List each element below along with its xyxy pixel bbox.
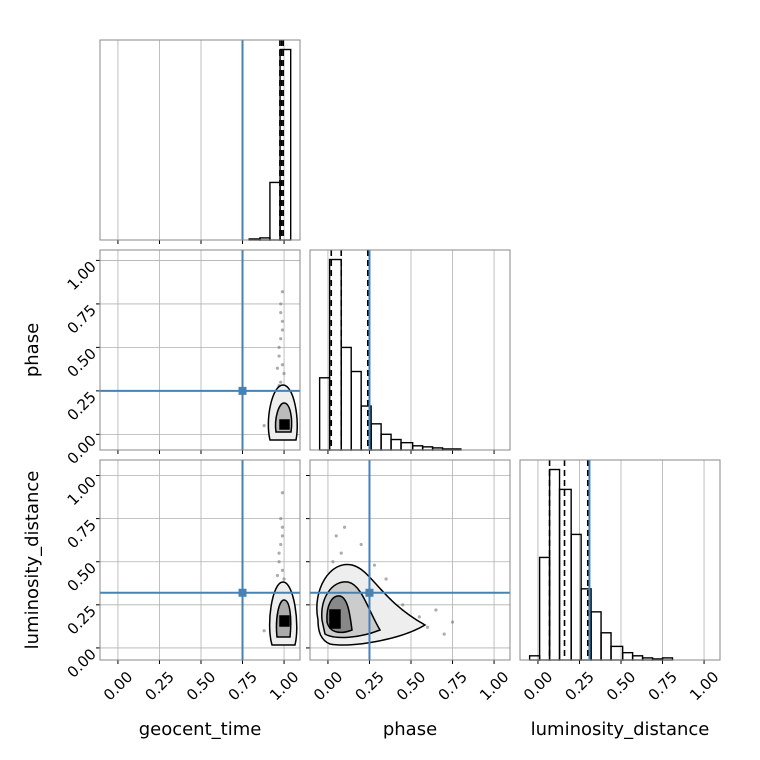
y-tick-label: 0.00 (64, 432, 100, 468)
sample-point (384, 577, 388, 581)
y-tick-label: 1.00 (64, 258, 100, 294)
sample-point (359, 542, 363, 547)
plot-area (100, 250, 300, 450)
sample-point (426, 625, 430, 629)
y-axis-label: luminosity_distance (22, 471, 43, 650)
x-tick-label: 0.00 (520, 668, 556, 704)
panel (96, 250, 300, 454)
sample-point (417, 615, 421, 619)
sample-point (280, 363, 284, 367)
density-cell (279, 419, 290, 430)
panel-frame (519, 459, 721, 661)
sample-point (434, 608, 438, 612)
contours (267, 384, 427, 646)
sample-point (277, 560, 281, 564)
y-tick-label: 0.25 (64, 388, 100, 424)
sample-point (262, 629, 266, 633)
x-tick-label: 0.75 (435, 668, 471, 704)
sample-point (282, 371, 286, 376)
truth-marker (365, 588, 374, 597)
x-tick-label: 1.00 (686, 668, 722, 704)
sample-point (280, 328, 284, 332)
x-tick-label: 0.25 (142, 668, 178, 704)
y-tick-label: 0.75 (64, 301, 100, 337)
x-axis-label: luminosity_distance (531, 719, 710, 740)
y-tick-label: 0.00 (64, 645, 100, 681)
panel (520, 460, 720, 664)
sample-point (334, 534, 338, 538)
x-tick-label: 0.50 (183, 668, 219, 704)
x-axis-label: phase (383, 719, 437, 740)
y-tick-label: 0.50 (64, 345, 100, 381)
sample-point (279, 302, 283, 306)
plot-area (100, 460, 300, 660)
x-tick-label: 0.00 (100, 668, 136, 704)
y-axis-label: phase (22, 323, 43, 377)
sample-point (277, 551, 281, 555)
y-tick-label: 0.75 (64, 516, 100, 552)
sample-point (279, 311, 283, 315)
sample-point (280, 525, 284, 529)
sample-point (279, 542, 283, 547)
sample-point (280, 290, 284, 294)
x-tick-label: 0.75 (225, 668, 261, 704)
sample-point (331, 560, 335, 564)
sample-point (401, 603, 405, 607)
x-tick-label: 0.50 (393, 668, 429, 704)
x-tick-label: 0.25 (352, 668, 388, 704)
truth-marker (238, 588, 247, 597)
sample-point (450, 620, 455, 624)
sample-point (279, 380, 283, 384)
sample-point (442, 632, 446, 636)
density-cell (279, 615, 290, 627)
sample-point (277, 354, 281, 358)
x-tick-label: 1.00 (476, 668, 512, 704)
y-tick-label: 0.25 (64, 602, 100, 638)
sample-point (280, 534, 284, 538)
panel-frame (99, 459, 301, 661)
y-tick-label: 1.00 (64, 473, 100, 509)
x-tick-label: 0.50 (603, 668, 639, 704)
panel (100, 40, 300, 244)
x-tick-label: 1.00 (266, 668, 302, 704)
panel-frame (309, 249, 511, 451)
sample-point (280, 319, 284, 323)
sample-point (282, 577, 286, 581)
sample-point (275, 573, 280, 578)
plot-area (310, 250, 510, 450)
y-tick-label: 0.50 (64, 559, 100, 595)
sample-point (277, 345, 281, 349)
plot-area (520, 460, 720, 660)
x-tick-label: 0.00 (310, 668, 346, 704)
sample-point (262, 424, 266, 428)
sample-point (280, 568, 284, 572)
panel-frame (309, 459, 511, 661)
sample-point (280, 491, 284, 495)
panel (310, 250, 510, 454)
truth-marker (238, 386, 247, 395)
panel-frame (99, 39, 301, 241)
sample-point (342, 525, 347, 529)
x-tick-label: 0.75 (645, 668, 681, 704)
sample-point (339, 551, 343, 555)
panel-frame (99, 249, 301, 451)
sample-point (279, 517, 283, 521)
density-cell (329, 609, 341, 629)
sample-point (279, 337, 283, 341)
x-tick-label: 0.25 (562, 668, 598, 704)
sample-point (372, 563, 377, 567)
sample-point (275, 366, 280, 370)
plot-area (100, 40, 300, 240)
x-axis-label: geocent_time (139, 719, 262, 740)
